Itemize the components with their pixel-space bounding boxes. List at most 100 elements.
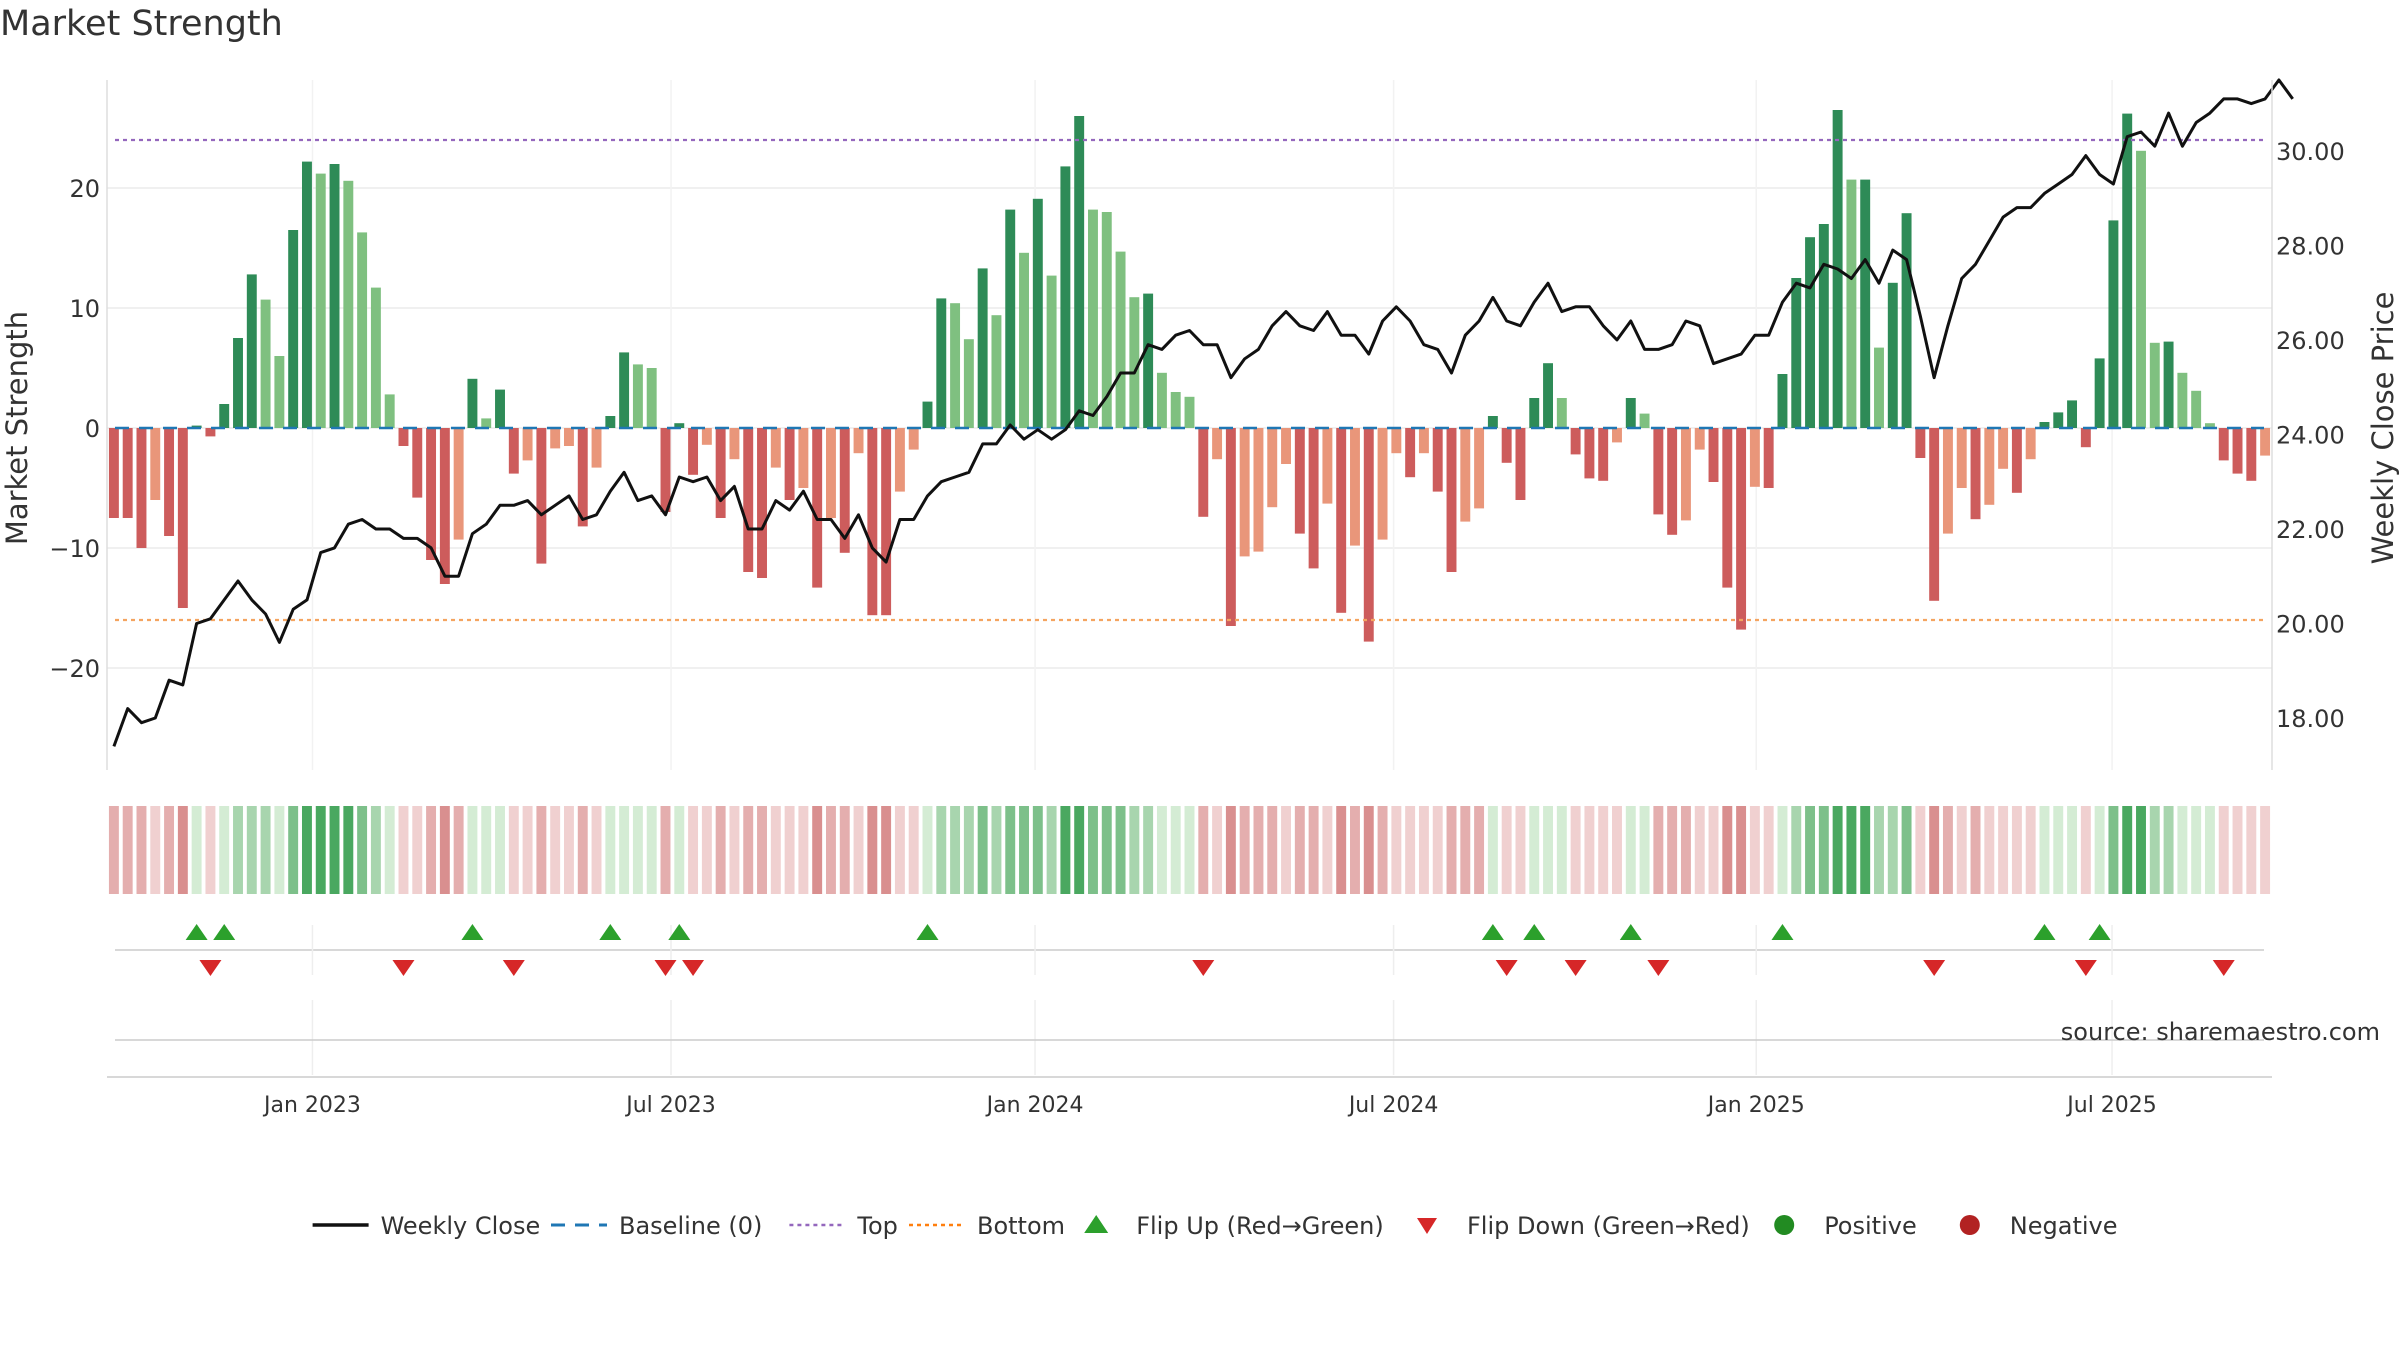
flip-down-marker <box>654 960 677 976</box>
heat-cell <box>1625 806 1636 894</box>
heat-cell <box>1377 806 1388 894</box>
strength-bar <box>1901 213 1912 428</box>
y-right-tick-label: 20.00 <box>2276 610 2345 638</box>
strength-bar <box>2053 412 2064 428</box>
legend-item: Weekly Close <box>312 1212 541 1240</box>
strength-bar <box>412 428 423 498</box>
strength-bar <box>233 338 243 428</box>
strength-bar <box>370 287 381 428</box>
flip-down-marker <box>2074 960 2097 976</box>
strength-bar <box>1570 428 1581 455</box>
heat-cell <box>2053 806 2064 894</box>
strength-bar <box>315 173 326 428</box>
heat-cell <box>412 806 423 894</box>
heat-cell <box>1818 806 1829 894</box>
heat-cell <box>1956 806 1967 894</box>
reference-lines <box>115 138 2264 622</box>
strength-bar <box>826 428 836 518</box>
flip-up-marker <box>2033 924 2056 940</box>
heat-cell <box>1156 806 1167 894</box>
heat-cell <box>1515 806 1526 894</box>
strength-bar <box>288 230 299 428</box>
heat-cell <box>2177 806 2188 894</box>
heat-cell <box>2191 806 2202 894</box>
y-left-tick-label: −20 <box>49 655 100 683</box>
heat-cell <box>1749 806 1760 894</box>
heat-cell <box>550 806 561 894</box>
strength-bar <box>2177 372 2188 428</box>
heat-cell <box>1694 806 1705 894</box>
heat-cell <box>370 806 381 894</box>
heat-cell <box>605 806 616 894</box>
heat-cell <box>1267 806 1278 894</box>
heat-cell <box>1998 806 2009 894</box>
legend-swatch-up <box>1084 1215 1109 1233</box>
heat-cell <box>453 806 464 894</box>
strength-bar <box>563 428 574 446</box>
heat-cell <box>591 806 602 894</box>
heat-cell <box>853 806 864 894</box>
heat-cell <box>1005 806 1016 894</box>
strength-bar <box>646 368 657 428</box>
strength-bar <box>963 339 974 428</box>
strength-bar <box>1170 392 1181 428</box>
legend-swatch-circle <box>1774 1215 1795 1235</box>
flip-up-marker <box>1771 924 1794 940</box>
heat-cell <box>481 806 492 894</box>
heat-cell <box>1901 806 1912 894</box>
heat-cell <box>2122 806 2133 894</box>
heat-cell <box>467 806 478 894</box>
flip-down-marker <box>1495 960 1518 976</box>
strength-bar <box>1805 237 1816 428</box>
strength-bar <box>1791 278 1802 428</box>
strength-bar <box>453 428 464 540</box>
strength-bar <box>894 428 905 492</box>
legend-item: Baseline (0) <box>551 1212 762 1240</box>
strength-bar <box>1584 428 1595 479</box>
strength-bar <box>1115 251 1126 428</box>
strength-bar <box>1253 428 1264 552</box>
heat-cell <box>1970 806 1981 894</box>
strength-bar <box>1777 374 1788 428</box>
y-left-tick-label: 0 <box>85 415 100 443</box>
heat-cell <box>1074 806 1085 894</box>
time-axis: Jan 2023 Jul 2023 Jan 2024 Jul 2024 Jan 2025… <box>107 1000 2272 1118</box>
heat-cell <box>426 806 437 894</box>
legend-label: Weekly Close <box>381 1212 541 1240</box>
strength-bar <box>1005 209 1016 428</box>
strength-bar <box>1088 209 1098 428</box>
legend-item: Flip Down (Green→Red) <box>1417 1212 1750 1240</box>
flip-down-marker <box>2212 960 2235 976</box>
legend: Weekly Close Baseline (0) Top Bottom Flip Up… <box>312 1212 2118 1240</box>
heat-cell <box>1019 806 1029 894</box>
strength-bars <box>108 110 2271 642</box>
strength-bar <box>1667 428 1678 535</box>
heat-cell <box>1336 806 1347 894</box>
heat-cell <box>301 806 312 894</box>
heat-cell <box>1212 806 1223 894</box>
heat-strip <box>108 806 2271 894</box>
strength-bar <box>1267 428 1278 508</box>
y-right-tick-label: 18.00 <box>2276 705 2345 733</box>
heat-cell <box>2163 806 2174 894</box>
y-right-tick-label: 26.00 <box>2276 327 2345 355</box>
strength-bar <box>1212 428 1223 460</box>
strength-bar <box>1074 116 1085 428</box>
strength-bar <box>1763 428 1774 488</box>
heat-cell <box>1418 806 1429 894</box>
heat-cell <box>177 806 188 894</box>
heat-cell <box>108 806 119 894</box>
strength-bar <box>2039 422 2050 428</box>
heat-cell <box>1143 806 1154 894</box>
flip-up-marker <box>916 924 939 940</box>
heat-cell <box>770 806 781 894</box>
heat-cell <box>1129 806 1140 894</box>
heat-cell <box>1874 806 1884 894</box>
strength-bar <box>1543 363 1553 428</box>
heat-cell <box>1653 806 1664 894</box>
strength-bar <box>1336 428 1347 613</box>
heat-cell <box>2246 806 2257 894</box>
heat-cell <box>1860 806 1871 894</box>
flip-up-marker <box>668 924 691 940</box>
heat-cell <box>1667 806 1678 894</box>
